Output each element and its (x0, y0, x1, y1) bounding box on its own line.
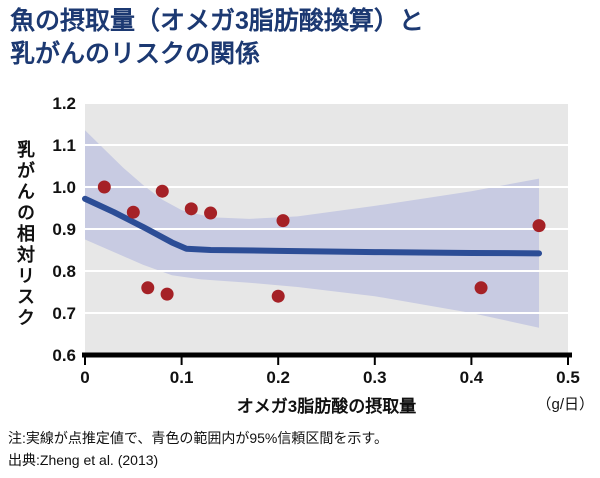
chart-title-line2: 乳がんのリスクの関係 (10, 39, 261, 68)
y-tick-label: 0.8 (52, 262, 76, 281)
data-point (155, 184, 169, 198)
x-tick-label: 0.1 (170, 368, 194, 387)
data-point (532, 219, 546, 233)
y-tick-label: 0.7 (52, 304, 76, 323)
y-tick-label: 0.6 (52, 346, 76, 365)
chart-title-line1: 魚の摂取量（オメガ3脂肪酸換算）と (10, 7, 424, 35)
data-point (276, 214, 290, 228)
x-axis-unit: （g/日） (536, 396, 594, 413)
data-point (141, 281, 155, 295)
x-tick-label: 0.3 (363, 368, 387, 387)
x-tick-label: 0.5 (556, 368, 580, 387)
chart-canvas: 0 0.1 0.2 0.3 0.4 0.5 0.6 0.7 0.8 0.9 1.0 1.1 1.2 (52, 95, 580, 387)
y-tick-label: 1.1 (52, 136, 76, 155)
chart-title: 魚の摂取量（オメガ3脂肪酸換算）と 乳がんのリスクの関係 (10, 5, 424, 70)
x-axis-title: オメガ3脂肪酸の摂取量 (236, 397, 417, 416)
data-point (97, 180, 111, 194)
data-point (474, 281, 488, 295)
y-tick-label: 1.2 (52, 95, 76, 113)
x-tick-label: 0.4 (460, 368, 484, 387)
data-point (160, 287, 174, 301)
data-point (204, 206, 218, 220)
estimate-line (82, 195, 543, 257)
x-tick-label: 0 (80, 368, 89, 387)
x-tick-label: 0.2 (266, 368, 290, 387)
source-text: 出典:Zheng et al. (2013) (8, 452, 159, 468)
data-point (126, 205, 140, 219)
y-tick-label: 1.0 (52, 178, 76, 197)
y-axis-title: 乳がんの相対リスク (15, 140, 35, 329)
note-text: 注:実線が点推定値で、青色の範囲内が95%信頼区間を示す。 (8, 430, 388, 446)
y-tick-label: 0.9 (52, 220, 76, 239)
data-point (271, 289, 285, 303)
data-point (184, 202, 198, 216)
